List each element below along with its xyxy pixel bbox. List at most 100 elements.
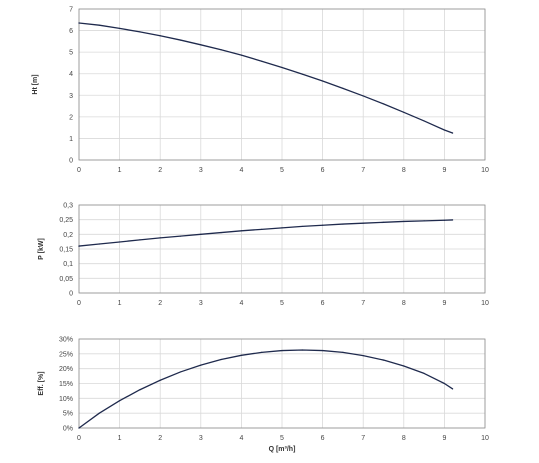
data-point xyxy=(301,349,303,351)
y-tick-label: 1 xyxy=(69,136,73,143)
data-point xyxy=(159,35,161,37)
x-tick-label: 10 xyxy=(481,435,489,442)
data-point xyxy=(179,39,182,41)
x-tick-label: 6 xyxy=(321,300,325,307)
y-axis-label: Eff. [%] xyxy=(38,371,45,395)
y-tick-label: 0,3 xyxy=(63,203,73,210)
data-point xyxy=(423,120,425,122)
x-tick-label: 2 xyxy=(158,435,162,442)
data-point xyxy=(382,103,385,105)
x-tick-label: 8 xyxy=(402,435,406,442)
series-line-power xyxy=(78,219,454,247)
data-point xyxy=(220,231,222,234)
data-point xyxy=(78,22,80,24)
data-point xyxy=(301,225,303,228)
y-tick-label: 30% xyxy=(59,337,73,344)
x-tick-label: 4 xyxy=(239,435,243,442)
data-point xyxy=(119,241,121,243)
data-point xyxy=(240,230,242,232)
data-point xyxy=(159,237,161,239)
data-point xyxy=(362,95,364,97)
x-tick-label: 9 xyxy=(442,167,446,174)
data-point xyxy=(451,132,454,134)
data-point xyxy=(240,354,242,356)
data-point xyxy=(98,243,100,245)
data-point xyxy=(281,227,283,229)
y-tick-label: 0,2 xyxy=(63,232,73,239)
data-point xyxy=(179,235,182,237)
data-point xyxy=(362,355,364,357)
data-point xyxy=(119,400,121,402)
x-tick-label: 6 xyxy=(321,167,325,174)
x-tick-label: 7 xyxy=(361,435,365,442)
data-point xyxy=(322,349,324,352)
data-point xyxy=(78,427,80,429)
data-point xyxy=(200,364,202,366)
data-point xyxy=(220,49,222,51)
data-point xyxy=(240,54,242,56)
y-tick-label: 6 xyxy=(69,28,73,35)
x-tick-label: 5 xyxy=(280,167,284,174)
x-tick-label: 3 xyxy=(199,300,203,307)
y-tick-label: 0,15 xyxy=(59,247,73,254)
x-tick-label: 4 xyxy=(239,167,243,174)
x-axis-label: Q [m³/h] xyxy=(269,446,296,453)
x-tick-label: 0 xyxy=(77,300,81,307)
y-tick-label: 15% xyxy=(59,381,73,388)
y-tick-label: 3 xyxy=(69,93,73,100)
y-tick-label: 5% xyxy=(63,411,73,418)
y-tick-label: 7 xyxy=(69,7,73,14)
data-point xyxy=(179,371,182,373)
y-tick-label: 0 xyxy=(69,158,73,165)
chart-panel-eff: 0 1 2 3 4 5 6 7 8 9 10 0% 5% 10% 15% 20% 25% 30% Eff. [%] Q… xyxy=(38,337,489,454)
y-axis-label: P [kW] xyxy=(38,238,45,260)
data-point xyxy=(139,239,141,241)
series-line-eff xyxy=(78,349,454,429)
chart-panel-head: 0 1 2 3 4 5 6 7 8 9 10 0 1 2 3 4 5 6 7 Ht [m] xyxy=(32,7,489,175)
x-tick-label: 5 xyxy=(280,300,284,307)
y-tick-label: 20% xyxy=(59,366,73,373)
data-point xyxy=(451,219,454,221)
x-tick-label: 7 xyxy=(361,167,365,174)
data-point xyxy=(200,233,202,235)
series-line-head xyxy=(78,22,454,134)
y-tick-label: 4 xyxy=(69,71,73,78)
y-tick-label: 10% xyxy=(59,396,73,403)
data-point xyxy=(342,87,344,89)
x-tick-label: 9 xyxy=(442,300,446,307)
data-point xyxy=(423,372,425,375)
plot-frame xyxy=(78,8,486,161)
x-tick-label: 6 xyxy=(321,435,325,442)
x-tick-label: 9 xyxy=(442,435,446,442)
data-point xyxy=(139,389,141,391)
data-point xyxy=(451,388,454,390)
data-point xyxy=(403,220,405,223)
data-point xyxy=(403,111,405,113)
plot-frame xyxy=(78,204,486,294)
data-point xyxy=(342,351,344,353)
y-tick-label: 0% xyxy=(63,426,73,433)
chart-panel-power: 0 1 2 3 4 5 6 7 8 9 10 0 0,05 0,1 0,15 0,2 0,25 0,3 P [kW] xyxy=(38,203,489,308)
x-tick-label: 1 xyxy=(118,435,122,442)
data-point xyxy=(281,349,283,352)
data-point xyxy=(139,31,141,33)
data-point xyxy=(362,222,364,224)
data-point xyxy=(301,73,303,75)
y-axis-label: Ht [m] xyxy=(32,74,39,94)
data-point xyxy=(78,245,80,247)
data-point xyxy=(119,27,121,30)
data-point xyxy=(261,351,263,353)
x-tick-label: 1 xyxy=(118,167,122,174)
data-point xyxy=(200,44,202,46)
data-point xyxy=(322,224,324,226)
data-point xyxy=(281,66,283,69)
data-point xyxy=(159,379,161,381)
data-point xyxy=(382,359,385,361)
x-tick-label: 2 xyxy=(158,300,162,307)
x-tick-label: 3 xyxy=(199,167,203,174)
x-tick-label: 8 xyxy=(402,300,406,307)
data-point xyxy=(98,24,100,26)
y-tick-label: 0,25 xyxy=(59,217,73,224)
data-point xyxy=(443,129,445,131)
